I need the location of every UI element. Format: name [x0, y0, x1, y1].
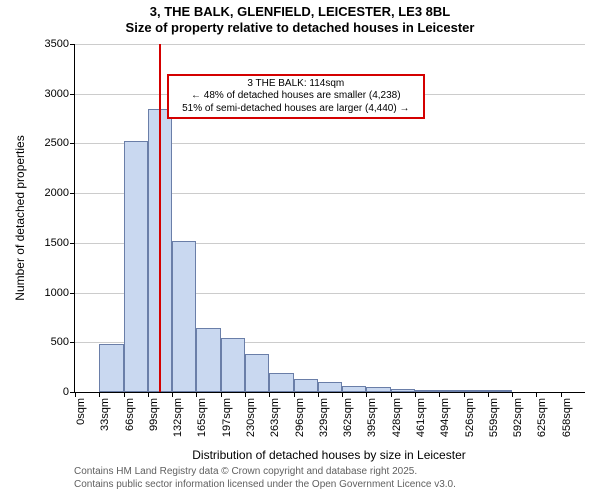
- xtick-mark: [342, 392, 343, 397]
- ytick-label: 2500: [45, 137, 75, 149]
- xtick-label: 66sqm: [124, 398, 136, 431]
- xtick-mark: [75, 392, 76, 397]
- histogram-bar: [99, 344, 123, 392]
- xtick-mark: [221, 392, 222, 397]
- chart-title-line2: Size of property relative to detached ho…: [0, 20, 600, 36]
- xtick-mark: [439, 392, 440, 397]
- attribution-footer: Contains HM Land Registry data © Crown c…: [74, 466, 456, 491]
- xtick-label: 461sqm: [415, 398, 427, 437]
- xtick-mark: [99, 392, 100, 397]
- xtick-mark: [318, 392, 319, 397]
- xtick-label: 362sqm: [342, 398, 354, 437]
- histogram-plot: 05001000150020002500300035000sqm33sqm66s…: [74, 44, 585, 393]
- xtick-label: 263sqm: [269, 398, 281, 437]
- chart-title-line1: 3, THE BALK, GLENFIELD, LEICESTER, LE3 8…: [0, 4, 600, 20]
- xtick-mark: [294, 392, 295, 397]
- xtick-mark: [196, 392, 197, 397]
- xtick-label: 526sqm: [464, 398, 476, 437]
- histogram-bar: [366, 387, 390, 392]
- xtick-label: 329sqm: [318, 398, 330, 437]
- xtick-label: 428sqm: [391, 398, 403, 437]
- reference-line: [159, 44, 161, 392]
- histogram-bar: [415, 390, 439, 392]
- xtick-mark: [561, 392, 562, 397]
- histogram-bar: [488, 390, 512, 392]
- histogram-bar: [318, 382, 342, 392]
- xtick-label: 230sqm: [245, 398, 257, 437]
- xtick-mark: [172, 392, 173, 397]
- xtick-label: 559sqm: [488, 398, 500, 437]
- xtick-label: 658sqm: [561, 398, 573, 437]
- xtick-label: 494sqm: [439, 398, 451, 437]
- annotation-box: 3 THE BALK: 114sqm← 48% of detached hous…: [167, 74, 425, 120]
- histogram-bar: [172, 241, 196, 392]
- footer-line2: Contains public sector information licen…: [74, 479, 456, 492]
- ytick-label: 3500: [45, 38, 75, 50]
- x-axis-label: Distribution of detached houses by size …: [192, 448, 466, 462]
- xtick-label: 99sqm: [148, 398, 160, 431]
- xtick-mark: [124, 392, 125, 397]
- xtick-label: 625sqm: [536, 398, 548, 437]
- gridline: [75, 44, 585, 45]
- xtick-mark: [512, 392, 513, 397]
- xtick-label: 165sqm: [196, 398, 208, 437]
- xtick-label: 296sqm: [294, 398, 306, 437]
- ytick-label: 3000: [45, 88, 75, 100]
- xtick-label: 197sqm: [221, 398, 233, 437]
- xtick-label: 395sqm: [366, 398, 378, 437]
- xtick-mark: [245, 392, 246, 397]
- xtick-label: 132sqm: [172, 398, 184, 437]
- xtick-mark: [391, 392, 392, 397]
- xtick-mark: [269, 392, 270, 397]
- histogram-bar: [124, 141, 148, 392]
- xtick-mark: [366, 392, 367, 397]
- xtick-label: 0sqm: [75, 398, 87, 425]
- histogram-bar: [196, 328, 220, 392]
- histogram-bar: [391, 389, 415, 392]
- histogram-bar: [221, 338, 245, 392]
- xtick-label: 592sqm: [512, 398, 524, 437]
- histogram-bar: [294, 379, 318, 392]
- ytick-label: 500: [51, 336, 75, 348]
- ytick-label: 1500: [45, 237, 75, 249]
- ytick-label: 2000: [45, 187, 75, 199]
- histogram-bar: [269, 373, 293, 392]
- y-axis-label: Number of detached properties: [13, 135, 27, 300]
- xtick-mark: [415, 392, 416, 397]
- xtick-label: 33sqm: [99, 398, 111, 431]
- ytick-label: 0: [63, 386, 75, 398]
- histogram-bar: [245, 354, 269, 392]
- histogram-bar: [439, 390, 463, 392]
- histogram-bar: [464, 390, 488, 392]
- annotation-line: 51% of semi-detached houses are larger (…: [173, 103, 419, 116]
- ytick-label: 1000: [45, 287, 75, 299]
- chart-titles: 3, THE BALK, GLENFIELD, LEICESTER, LE3 8…: [0, 4, 600, 35]
- xtick-mark: [488, 392, 489, 397]
- xtick-mark: [536, 392, 537, 397]
- histogram-bar: [342, 386, 366, 392]
- annotation-line: ← 48% of detached houses are smaller (4,…: [173, 90, 419, 103]
- footer-line1: Contains HM Land Registry data © Crown c…: [74, 466, 456, 479]
- xtick-mark: [148, 392, 149, 397]
- xtick-mark: [464, 392, 465, 397]
- annotation-line: 3 THE BALK: 114sqm: [173, 78, 419, 91]
